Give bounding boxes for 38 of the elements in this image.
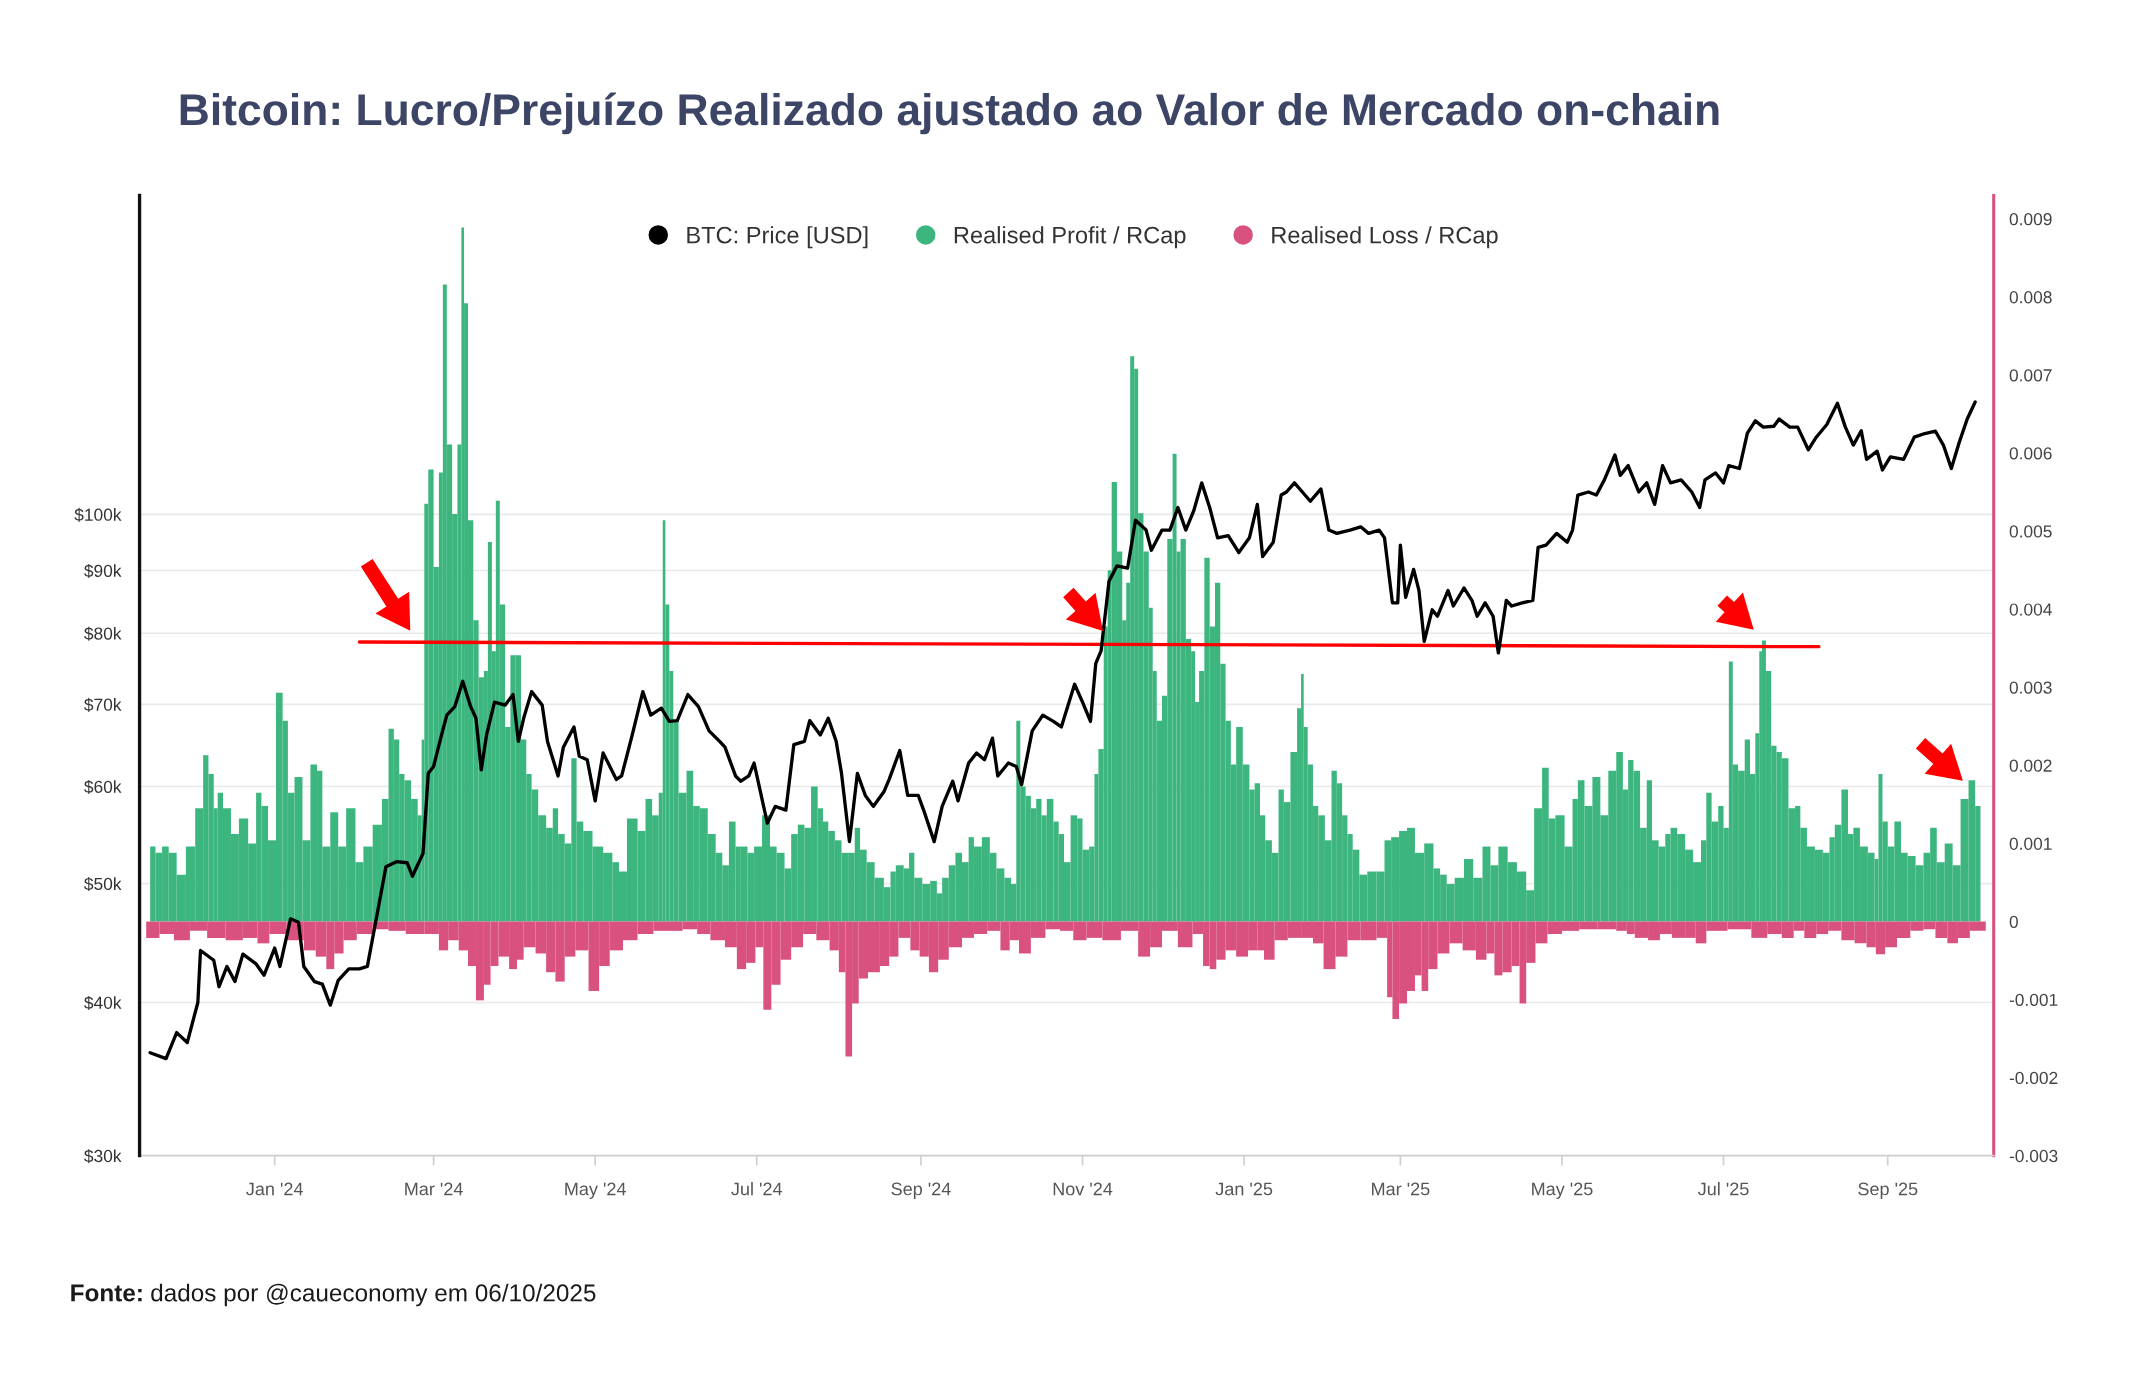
x-tick-label: Sep '25 (1858, 1182, 1918, 1199)
y-tick-label: $100k (74, 507, 122, 522)
y-tick-label: $30k (84, 1149, 122, 1164)
y-tick-label: $60k (84, 779, 122, 794)
y2-tick-label: -0.001 (2009, 993, 2058, 1007)
x-tick-label: Mar '24 (405, 1182, 463, 1196)
y2-tick-label: 0.009 (2009, 213, 2052, 226)
y-tick-label: $90k (84, 563, 122, 579)
y2-tick-label: 0.001 (2009, 837, 2052, 850)
x-tick-label: Nov '24 (1053, 1182, 1113, 1196)
source-note: Fonte: dados por @caueconomy em 06/10/2025 (71, 1283, 596, 1307)
x-tick-label: Jan '25 (1215, 1182, 1273, 1196)
x-tick-label: Jul '24 (731, 1182, 783, 1196)
chart-title: Bitcoin: Lucro/Prejuízo Realizado ajustado ao Valor de Mercado on-chain (180, 92, 1719, 135)
y2-tick-label: 0.004 (2009, 603, 2052, 616)
x-tick-label: Mar '25 (1372, 1182, 1430, 1196)
y2-tick-label: 0.007 (2009, 369, 2052, 382)
y2-tick-label: 0.003 (2009, 681, 2052, 694)
y2-tick-label: 0.002 (2009, 759, 2052, 772)
x-tick-label: May '25 (1532, 1182, 1593, 1199)
y2-tick-label: 0.005 (2009, 525, 2052, 538)
y-tick-label: $40k (84, 995, 122, 1010)
y2-tick-label: 0.008 (2009, 291, 2052, 304)
y2-tick-label: 0 (2009, 915, 2018, 928)
y-tick-label: $70k (84, 697, 122, 712)
y2-tick-label: -0.003 (2009, 1149, 2058, 1163)
x-tick-label: Jan '24 (246, 1182, 303, 1196)
y2-tick-label: 0.006 (2009, 447, 2052, 460)
legend-label: Realised Loss / RCap (1272, 226, 1498, 249)
x-tick-label: May '24 (565, 1182, 626, 1199)
line-series (148, 400, 1977, 1061)
x-tick-label: Sep '24 (891, 1182, 951, 1199)
legend-label: BTC: Price [USD] (687, 226, 868, 249)
x-tick-label: Jul '25 (1698, 1182, 1749, 1196)
y2-tick-label: -0.002 (2009, 1071, 2058, 1085)
y-tick-label: $80k (84, 626, 122, 641)
y-tick-label: $50k (84, 877, 122, 892)
legend-label: Realised Profit / RCap (954, 226, 1186, 249)
